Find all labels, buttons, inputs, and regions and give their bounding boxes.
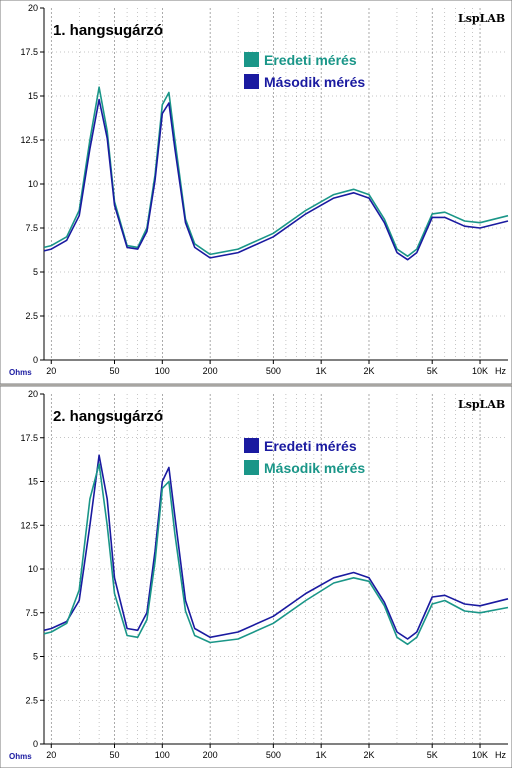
x-tick-label: 5K [427, 750, 438, 760]
y-tick-label: 2.5 [25, 311, 38, 321]
y-tick-label: 17.5 [20, 47, 38, 57]
series-line-2 [43, 463, 509, 646]
y-tick-label: 5 [33, 267, 38, 277]
chart-title: 2. hangsugárzó [53, 408, 163, 425]
legend-label: Második mérés [264, 74, 365, 90]
legend-label: Eredeti mérés [264, 52, 357, 68]
x-tick-label: 500 [266, 750, 281, 760]
x-tick-label: 50 [109, 366, 119, 376]
y-tick-label: 10 [28, 564, 38, 574]
x-tick-label: 2K [363, 750, 374, 760]
y-tick-label: 2.5 [25, 695, 38, 705]
y-tick-label: 17.5 [20, 433, 38, 443]
y-tick-label: 0 [33, 355, 38, 365]
x-tick-label: 50 [109, 750, 119, 760]
chart-panel-1: 20 50 100 200 500 1K 2K 5K 10K 0 2.5 5 7.5 10 12.5 15 17… [0, 0, 512, 385]
x-tick-label: 200 [203, 750, 218, 760]
legend-label: Második mérés [264, 460, 365, 476]
x-tick-label: 20 [46, 366, 56, 376]
x-tick-label: 500 [266, 366, 281, 376]
brand-logo: LspLAB [458, 398, 505, 411]
y-tick-label: 10 [28, 179, 38, 189]
x-unit-label: Hz [495, 750, 506, 760]
x-tick-label: 1K [316, 366, 327, 376]
y-tick-label: 20 [28, 389, 38, 399]
y-tick-label: 0 [33, 739, 38, 749]
x-tick-label: 100 [155, 366, 170, 376]
x-unit-label: Hz [495, 366, 506, 376]
series-line-2 [43, 98, 509, 261]
y-tick-label: 7.5 [25, 223, 38, 233]
x-tick-label: 10K [472, 366, 488, 376]
y-unit-label: Ohms [9, 368, 32, 377]
x-tick-label: 1K [316, 750, 327, 760]
y-tick-label: 5 [33, 652, 38, 662]
y-tick-label: 7.5 [25, 608, 38, 618]
x-tick-label: 10K [472, 750, 488, 760]
y-tick-label: 15 [28, 477, 38, 487]
x-tick-label: 200 [203, 366, 218, 376]
x-tick-label: 20 [46, 750, 56, 760]
y-tick-label: 12.5 [20, 520, 38, 530]
chart-panel-2: 20 50 100 200 500 1K 2K 5K 10K 0 2.5 5 7.5 10 12.5 15 17… [0, 385, 512, 768]
y-tick-label: 12.5 [20, 135, 38, 145]
legend-label: Eredeti mérés [264, 438, 357, 454]
y-tick-label: 20 [28, 3, 38, 13]
y-tick-label: 15 [28, 91, 38, 101]
x-tick-label: 2K [363, 366, 374, 376]
legend-swatch [244, 460, 259, 475]
series-line-1 [43, 454, 509, 640]
legend-swatch [244, 438, 259, 453]
legend-swatch [244, 74, 259, 89]
legend-swatch [244, 52, 259, 67]
chart-title: 1. hangsugárzó [53, 22, 163, 39]
x-tick-label: 100 [155, 750, 170, 760]
brand-logo: LspLAB [458, 12, 505, 25]
y-unit-label: Ohms [9, 752, 32, 761]
series-line-1 [43, 86, 509, 257]
x-tick-label: 5K [427, 366, 438, 376]
